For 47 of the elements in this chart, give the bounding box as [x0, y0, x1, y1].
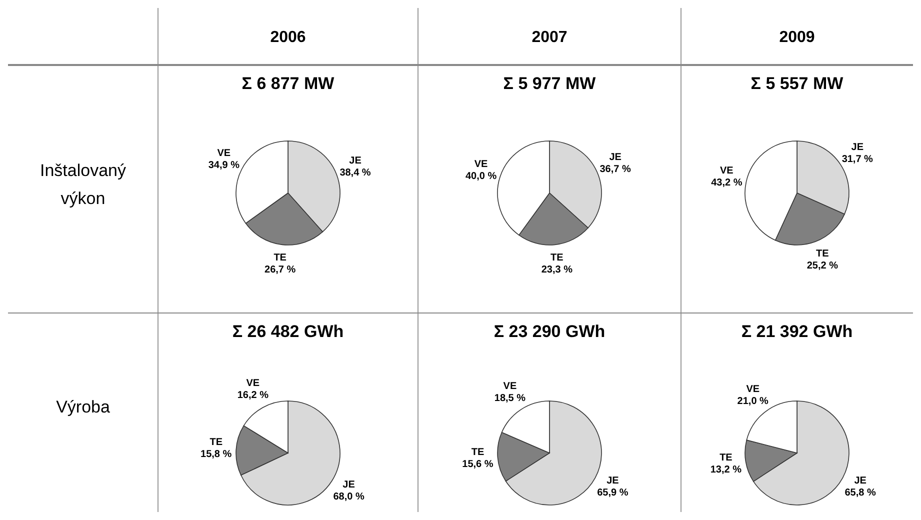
slice-label: VE: [720, 166, 734, 177]
slice-label: TE: [210, 436, 223, 448]
slice-label: VE: [217, 148, 231, 160]
chart-title: Σ 5 977 MW: [503, 74, 597, 93]
data-label: 15,8 %: [200, 448, 232, 460]
slice-label: JE: [606, 475, 620, 486]
text: 2006: [270, 29, 306, 46]
slice-label: TE: [274, 252, 287, 264]
data-label: 16,2 %: [237, 390, 269, 402]
slice-label: TE: [816, 248, 830, 260]
chart-title: Σ 21 392 GWh: [741, 322, 853, 341]
data-label: 65,8 %: [844, 487, 876, 498]
data-label: 34,9 %: [208, 160, 240, 172]
data-label: 13,2 %: [710, 464, 742, 476]
slice-label: VE: [503, 380, 517, 392]
slice-label: JE: [851, 142, 864, 153]
chart-title: Σ 5 557 MW: [750, 74, 844, 93]
text: Výroba: [56, 398, 110, 416]
slice-label: VE: [746, 384, 760, 396]
chart-title: Σ 26 482 GWh: [232, 322, 344, 341]
text: Inštalovaný výkon: [40, 161, 126, 208]
data-label: 68,0 %: [333, 492, 364, 503]
slice-label: JE: [854, 475, 867, 486]
slice-label: VE: [474, 158, 488, 170]
chart-title: Σ 23 290 GWh: [494, 322, 606, 341]
slice-label: JE: [609, 152, 622, 163]
data-label: 26,7 %: [264, 264, 296, 276]
slice-label: VE: [246, 378, 260, 390]
slice-label: JE: [342, 480, 356, 491]
data-label: 43,2 %: [711, 178, 742, 189]
data-label: 38,4 %: [340, 167, 371, 178]
data-label: 23,3 %: [541, 264, 573, 276]
slice-label: TE: [550, 252, 564, 264]
data-label: 21,0 %: [737, 396, 769, 408]
slice-label: TE: [720, 452, 733, 464]
data-label: 65,9 %: [597, 487, 628, 498]
data-label: 36,7 %: [600, 164, 631, 175]
text: 2009: [779, 29, 815, 46]
slice-label: JE: [349, 155, 362, 166]
slice-label: TE: [471, 446, 484, 458]
data-label: 40,0 %: [465, 170, 497, 182]
chart-title: Σ 6 877 MW: [242, 74, 336, 93]
data-label: 31,7 %: [842, 154, 874, 165]
text: 2007: [532, 29, 568, 46]
data-label: 15,6 %: [462, 458, 494, 470]
data-label: 18,5 %: [494, 392, 526, 404]
data-label: 25,2 %: [806, 260, 838, 272]
